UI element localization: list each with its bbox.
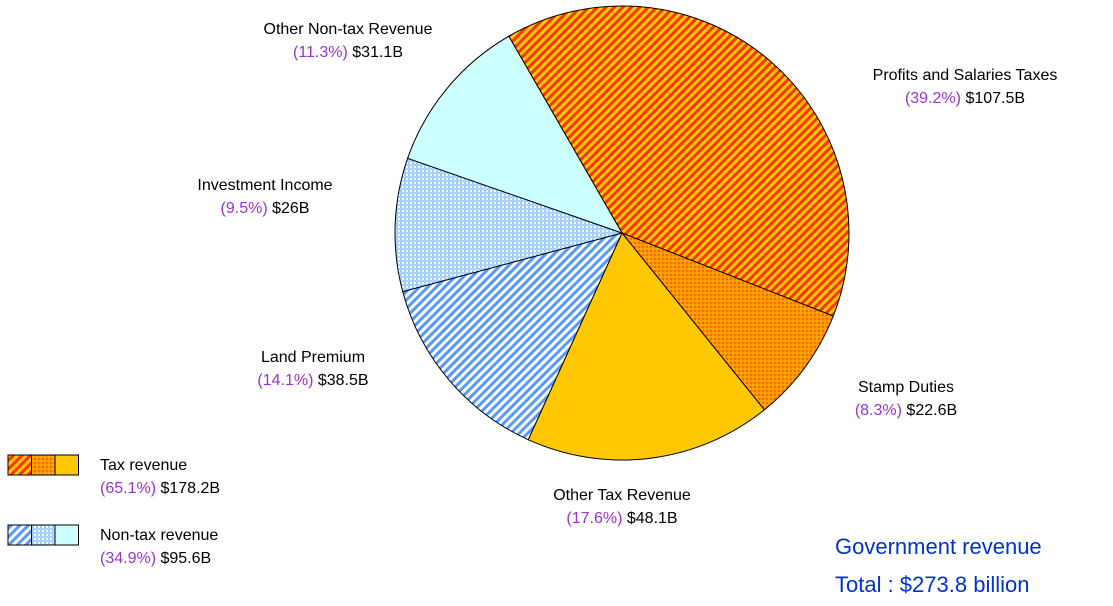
legend-label: Tax revenue	[100, 457, 187, 474]
slice-value: $31.1B	[352, 44, 403, 61]
slice-label: Profits and Salaries Taxes	[873, 67, 1058, 84]
legend-swatch	[7, 524, 32, 546]
slice-label: Investment Income	[197, 177, 332, 194]
slice-percent: (8.3%)	[855, 402, 902, 419]
slice-percent: (14.1%)	[257, 372, 313, 389]
slice-value-label: (9.5%) $26B	[221, 200, 310, 217]
legend-swatch	[7, 454, 32, 476]
legend-value: (65.1%) $178.2B	[100, 480, 220, 497]
slice-value-label: (39.2%) $107.5B	[905, 90, 1025, 107]
slice-value: $26B	[272, 200, 309, 217]
slice-percent: (39.2%)	[905, 90, 961, 107]
legend-percent: (65.1%)	[100, 480, 156, 497]
slice-value-label: (11.3%) $31.1B	[293, 44, 403, 61]
slice-percent: (11.3%)	[293, 44, 348, 61]
slice-value: $38.5B	[318, 372, 369, 389]
slice-percent: (9.5%)	[221, 200, 268, 217]
legend-swatch	[54, 524, 79, 546]
slice-value: $22.6B	[906, 402, 957, 419]
slice-label: Land Premium	[261, 349, 365, 366]
pie-slice	[402, 232, 623, 441]
pie	[394, 5, 850, 461]
footer-title: Government revenue	[835, 534, 1042, 559]
slice-value-label: (17.6%) $48.1B	[566, 510, 677, 527]
legend-amount: $95.6B	[160, 550, 211, 567]
slice-label: Other Non-tax Revenue	[264, 21, 433, 38]
slice-value-label: (8.3%) $22.6B	[855, 402, 957, 419]
legend-percent: (34.9%)	[100, 550, 156, 567]
legend-swatch	[54, 454, 79, 476]
pie-slice	[527, 232, 766, 461]
pie-slice	[508, 5, 850, 317]
slice-percent: (17.6%)	[566, 510, 622, 527]
legend-value: (34.9%) $95.6B	[100, 550, 211, 567]
slice-value: $107.5B	[965, 90, 1025, 107]
slice-label: Stamp Duties	[858, 379, 954, 396]
legend-amount: $178.2B	[160, 480, 220, 497]
legend-swatch	[31, 454, 56, 476]
pie-slice	[620, 231, 834, 411]
legend-swatch	[31, 524, 56, 546]
pie-slice	[394, 157, 624, 293]
slice-label: Other Tax Revenue	[553, 487, 691, 504]
slice-value: $48.1B	[627, 510, 678, 527]
footer-total: Total : $273.8 billion	[835, 572, 1029, 597]
pie-slice	[407, 35, 624, 234]
legend-label: Non-tax revenue	[100, 527, 218, 544]
slice-value-label: (14.1%) $38.5B	[257, 372, 368, 389]
